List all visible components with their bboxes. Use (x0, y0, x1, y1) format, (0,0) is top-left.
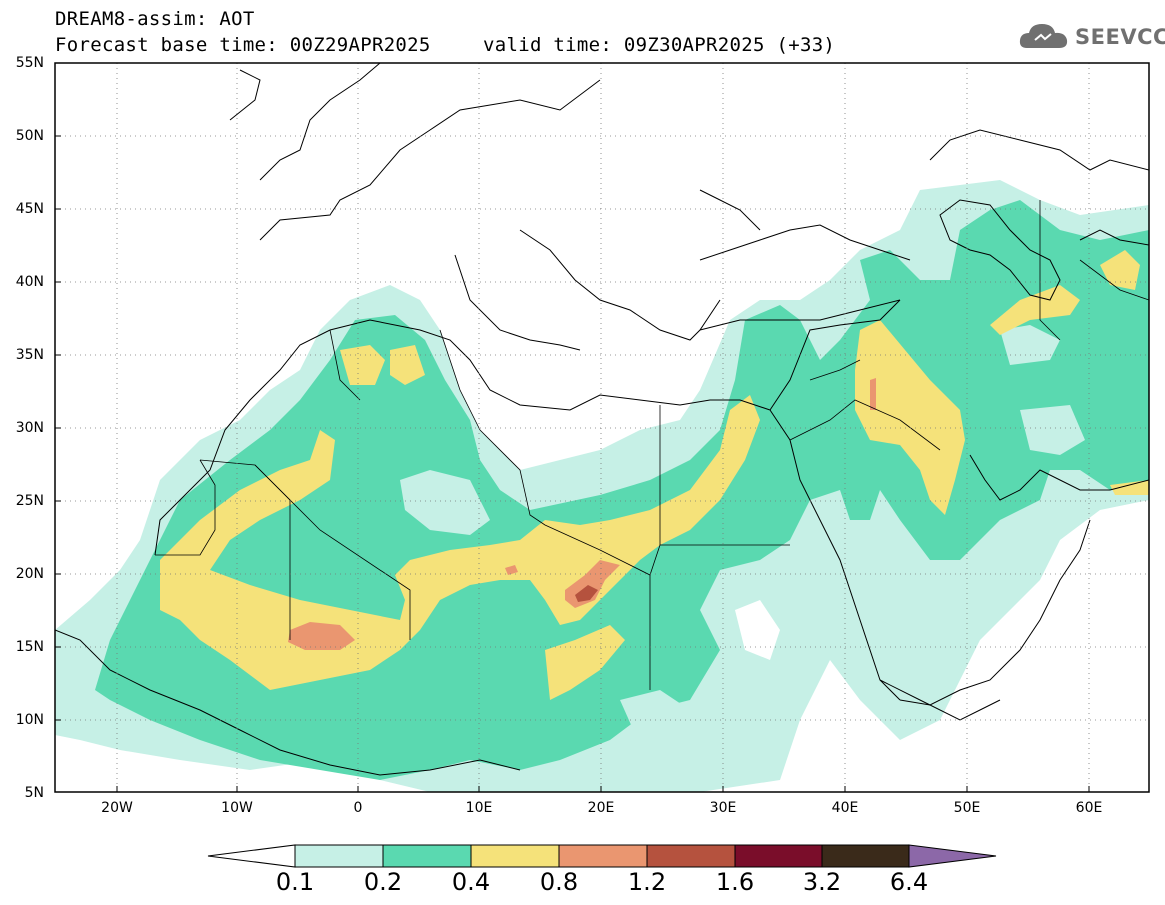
title-line-1: DREAM8-assim: AOT (55, 8, 255, 30)
colorbar-high-arrow (908, 844, 997, 868)
lat-label: 10N (15, 712, 44, 728)
lon-label: 0 (353, 800, 363, 816)
aot-band-0.4 (160, 395, 760, 690)
colorbar-label: 6.4 (889, 868, 929, 896)
lon-label: 10W (221, 800, 253, 816)
axis-ticks (55, 62, 1090, 792)
seevccc-logo: SEEVCCC (1017, 20, 1165, 60)
aot-band-0.8 (288, 622, 355, 650)
lat-label: 45N (15, 201, 44, 217)
country-borders (155, 200, 1149, 690)
lon-label: 40E (831, 800, 859, 816)
lon-label: 30E (709, 800, 737, 816)
colorbar-label: 3.2 (802, 868, 842, 896)
colorbar-bin-6 (734, 844, 823, 868)
lat-label: 55N (15, 55, 44, 71)
lat-label: 30N (15, 420, 44, 436)
colorbar-bin-3 (470, 844, 560, 868)
coastlines (55, 63, 1149, 776)
lat-label: 25N (15, 493, 44, 509)
valid-time: valid time: 09Z30APR2025 (+33) (483, 34, 836, 56)
lat-label: 40N (15, 274, 44, 290)
colorbar-label: 1.2 (627, 868, 667, 896)
forecast-base-time: Forecast base time: 00Z29APR2025 (55, 34, 431, 56)
lon-label: 60E (1075, 800, 1103, 816)
lon-label: 10E (465, 800, 493, 816)
lat-label: 5N (24, 785, 44, 801)
colorbar-bin-1 (294, 844, 384, 868)
lon-label: 20E (587, 800, 615, 816)
colorbar-label: 0.1 (275, 868, 315, 896)
colorbar-label: 0.4 (451, 868, 491, 896)
colorbar-low-arrow (207, 844, 296, 868)
colorbar-label: 0.2 (363, 868, 403, 896)
logo-text: SEEVCCC (1075, 25, 1165, 49)
lat-label: 35N (15, 347, 44, 363)
lon-label: 50E (953, 800, 981, 816)
colorbar-label: 0.8 (539, 868, 579, 896)
lat-label: 20N (15, 566, 44, 582)
colorbar-bin-2 (382, 844, 472, 868)
colorbar-bin-5 (646, 844, 736, 868)
lat-label: 50N (15, 128, 44, 144)
colorbar (207, 844, 997, 868)
lat-label: 15N (15, 639, 44, 655)
aot-band-1.2 (575, 585, 598, 602)
colorbar-bin-7 (821, 844, 910, 868)
aot-contours (55, 180, 1149, 792)
colorbar-bin-4 (558, 844, 648, 868)
colorbar-label: 1.6 (715, 868, 755, 896)
lon-label: 20W (101, 800, 133, 816)
cloud-logo-icon (1019, 24, 1068, 48)
